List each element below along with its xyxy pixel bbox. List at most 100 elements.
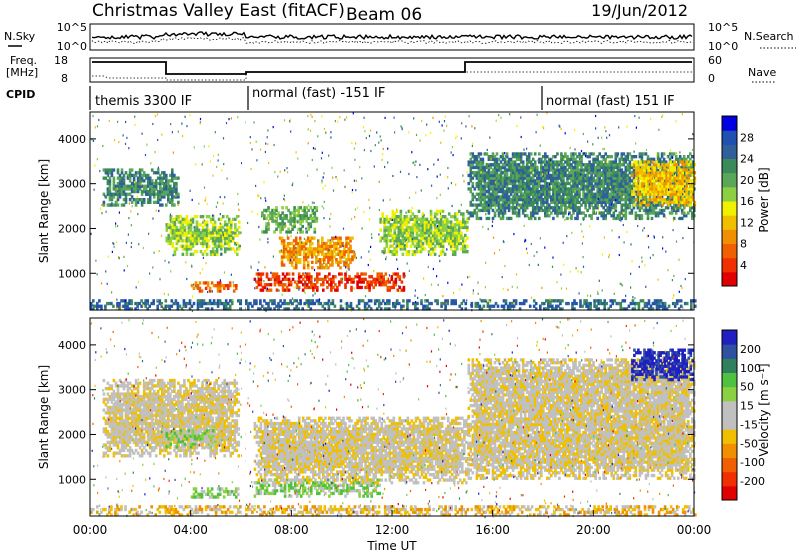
power-cell	[562, 211, 565, 215]
power-cell	[290, 260, 294, 264]
power-cell	[531, 165, 535, 170]
power-cell	[630, 200, 634, 204]
power-cell	[489, 181, 493, 186]
power-cell	[657, 304, 661, 308]
power-cell	[612, 206, 616, 210]
power-cell	[376, 280, 379, 284]
power-cell	[167, 187, 170, 191]
power-cell	[475, 157, 479, 161]
power-cell	[649, 304, 653, 308]
power-cell	[337, 263, 340, 267]
power-cell	[173, 236, 177, 240]
power-cell	[576, 155, 579, 159]
power-cell	[288, 241, 292, 246]
power-cell	[552, 198, 555, 202]
power-cell	[415, 225, 419, 230]
power-cell	[602, 192, 605, 196]
power-cell	[588, 171, 591, 175]
power-cell	[196, 284, 200, 288]
power-cell	[391, 236, 395, 240]
power-cell	[568, 203, 571, 207]
power-cell	[405, 233, 409, 238]
power-cell	[309, 250, 312, 254]
power-cell	[689, 152, 692, 156]
power-cell	[313, 252, 316, 256]
power-cell	[483, 198, 487, 202]
power-cell	[503, 203, 507, 207]
power-cell	[366, 283, 369, 287]
power-cell	[393, 242, 395, 245]
power-cell	[352, 280, 355, 284]
power-cell	[403, 228, 407, 232]
power-cell	[235, 286, 238, 290]
power-cell	[574, 192, 577, 196]
power-cell	[280, 236, 284, 240]
power-cell	[281, 283, 285, 287]
power-cell	[556, 173, 559, 178]
power-cell	[519, 189, 523, 194]
power-cell	[558, 198, 561, 202]
power-cell	[378, 277, 381, 281]
power-cell	[399, 215, 403, 219]
power-cell	[469, 214, 473, 218]
power-cell	[457, 228, 461, 232]
power-cell	[671, 279, 673, 282]
power-cell	[122, 189, 126, 194]
power-cell	[269, 214, 272, 218]
power-cell	[333, 255, 336, 259]
power-cell	[199, 231, 203, 235]
power-cell	[353, 255, 356, 259]
power-cell	[640, 214, 644, 218]
power-cell	[443, 252, 447, 256]
power-cell	[672, 216, 676, 221]
power-cell	[383, 301, 387, 306]
power-cell	[693, 203, 697, 207]
power-cell	[529, 187, 533, 191]
power-cell	[364, 277, 367, 281]
power-cell	[600, 181, 603, 186]
power-cell	[309, 301, 313, 306]
power-cell	[606, 198, 609, 202]
power-cell	[606, 176, 609, 180]
power-cell	[628, 165, 632, 170]
power-cell	[269, 277, 273, 281]
power-cell	[562, 184, 565, 188]
power-cell	[238, 231, 241, 235]
power-cell	[479, 176, 483, 180]
power-cell	[689, 195, 693, 199]
power-cell	[407, 250, 411, 254]
power-cell	[273, 299, 276, 303]
power-cell	[677, 184, 680, 188]
power-cell	[650, 203, 654, 207]
power-cell	[593, 304, 596, 308]
power-cell	[529, 200, 533, 204]
power-cell	[652, 157, 656, 161]
power-cell	[612, 214, 616, 218]
power-cell	[483, 192, 487, 196]
power-cell	[215, 228, 219, 232]
power-cell	[540, 192, 543, 196]
power-cell	[477, 176, 481, 180]
power-cell	[604, 208, 607, 213]
power-cell	[612, 184, 616, 188]
power-cell	[106, 203, 110, 207]
power-cell	[479, 208, 483, 213]
power-cell	[383, 236, 386, 240]
power-cell	[293, 211, 296, 215]
power-cell	[471, 211, 475, 215]
power-cell	[649, 168, 652, 172]
power-cell	[497, 214, 501, 218]
power-cell	[333, 241, 336, 246]
power-cell	[667, 171, 670, 175]
power-cell	[660, 165, 664, 170]
power-cell	[449, 241, 453, 246]
power-cell	[167, 239, 171, 243]
power-cell	[620, 176, 624, 180]
power-cell	[583, 301, 586, 306]
power-cell	[544, 189, 547, 194]
power-cell	[505, 198, 509, 202]
power-cell	[379, 301, 383, 306]
power-cell	[483, 208, 487, 213]
power-cell	[213, 236, 217, 240]
power-cell	[491, 184, 495, 188]
